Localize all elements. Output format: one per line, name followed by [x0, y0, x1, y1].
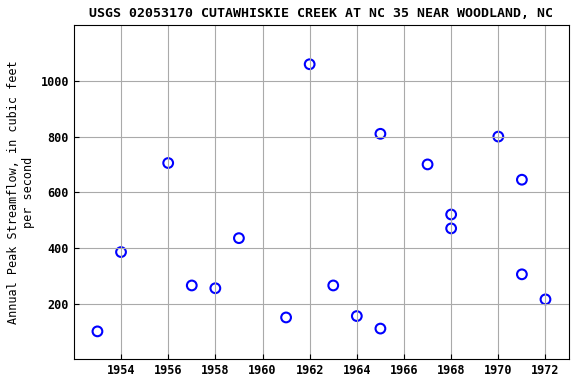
Point [234, 235, 244, 241]
Point [423, 161, 432, 167]
Point [164, 160, 173, 166]
Point [282, 314, 291, 321]
Point [211, 285, 220, 291]
Point [446, 212, 456, 218]
Point [517, 271, 526, 277]
Point [93, 328, 102, 334]
Point [329, 282, 338, 288]
Point [376, 131, 385, 137]
Point [305, 61, 314, 67]
Point [541, 296, 550, 303]
Point [376, 326, 385, 332]
Point [352, 313, 361, 319]
Title: USGS 02053170 CUTAWHISKIE CREEK AT NC 35 NEAR WOODLAND, NC: USGS 02053170 CUTAWHISKIE CREEK AT NC 35… [89, 7, 554, 20]
Y-axis label: Annual Peak Streamflow, in cubic feet
per second: Annual Peak Streamflow, in cubic feet pe… [7, 60, 35, 324]
Point [446, 225, 456, 232]
Point [517, 177, 526, 183]
Point [494, 134, 503, 140]
Point [187, 282, 196, 288]
Point [116, 249, 126, 255]
